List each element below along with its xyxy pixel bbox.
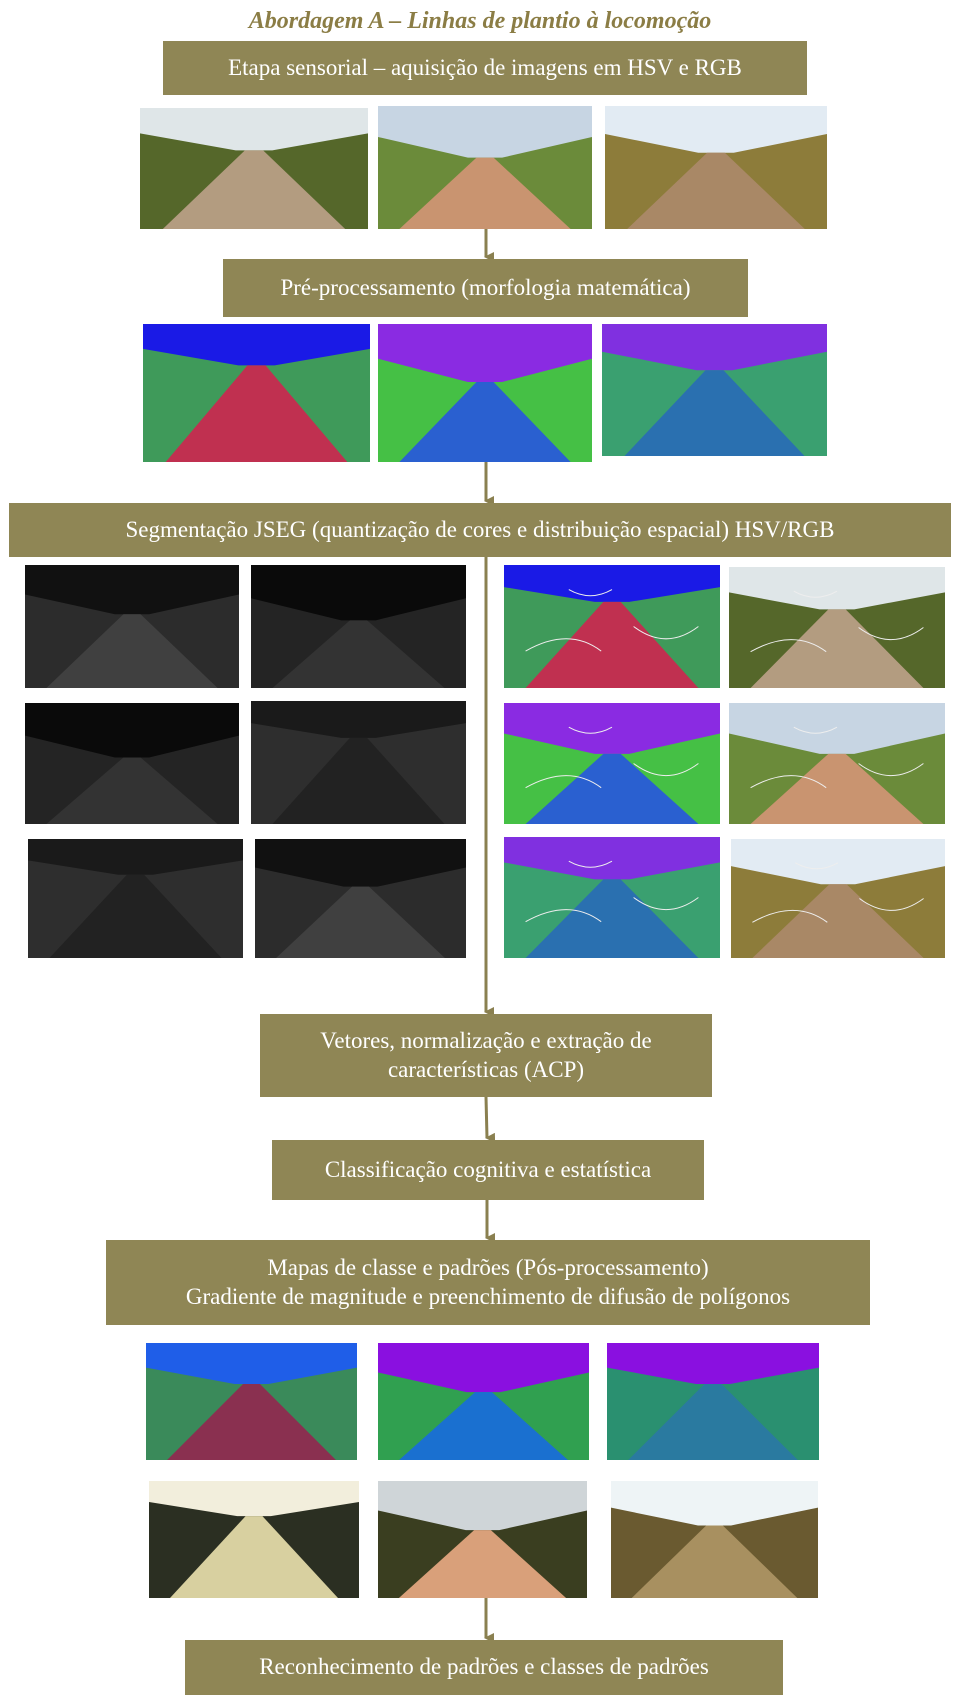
photo bbox=[602, 324, 827, 456]
step-box: Pré-processamento (morfologia matemática… bbox=[223, 259, 748, 317]
photo bbox=[251, 565, 466, 688]
arrow bbox=[486, 1097, 487, 1138]
step-label: Etapa sensorial – aquisição de imagens e… bbox=[228, 54, 742, 83]
step-box: Reconhecimento de padrões e classes de p… bbox=[185, 1640, 783, 1695]
photo bbox=[611, 1481, 818, 1598]
diagram-art bbox=[0, 0, 960, 1695]
photo bbox=[607, 1343, 819, 1460]
step-label: Vetores, normalização e extração de bbox=[320, 1027, 651, 1056]
photo bbox=[149, 1481, 359, 1598]
step-label: características (ACP) bbox=[388, 1056, 584, 1085]
photo bbox=[731, 839, 945, 958]
step-label: Pré-processamento (morfologia matemática… bbox=[280, 274, 690, 303]
step-label: Mapas de classe e padrões (Pós-processam… bbox=[267, 1254, 708, 1283]
photo bbox=[504, 703, 720, 824]
photo bbox=[25, 703, 239, 824]
photo bbox=[146, 1343, 357, 1460]
photo bbox=[378, 1343, 589, 1460]
photo bbox=[378, 324, 592, 462]
step-box: Mapas de classe e padrões (Pós-processam… bbox=[106, 1240, 870, 1325]
photo bbox=[25, 565, 239, 688]
photo bbox=[729, 703, 945, 824]
diagram-title: Abordagem A – Linhas de plantio à locomo… bbox=[0, 8, 960, 35]
step-box: Etapa sensorial – aquisição de imagens e… bbox=[163, 41, 807, 95]
step-box: Classificação cognitiva e estatística bbox=[272, 1140, 704, 1200]
step-label: Reconhecimento de padrões e classes de p… bbox=[259, 1653, 709, 1682]
photo bbox=[378, 106, 592, 229]
photo bbox=[251, 701, 466, 824]
photo bbox=[504, 565, 720, 688]
step-label: Segmentação JSEG (quantização de cores e… bbox=[126, 516, 835, 545]
photo bbox=[28, 839, 243, 958]
photo bbox=[140, 108, 368, 229]
photo bbox=[605, 106, 827, 229]
photo bbox=[255, 839, 466, 958]
photo bbox=[143, 324, 370, 462]
photo bbox=[504, 837, 720, 958]
photo bbox=[378, 1481, 587, 1598]
step-label: Classificação cognitiva e estatística bbox=[325, 1156, 651, 1185]
photo bbox=[729, 567, 945, 688]
step-box: Segmentação JSEG (quantização de cores e… bbox=[9, 503, 951, 557]
diagram: Abordagem A – Linhas de plantio à locomo… bbox=[0, 0, 960, 1695]
step-label: Gradiente de magnitude e preenchimento d… bbox=[186, 1283, 790, 1312]
